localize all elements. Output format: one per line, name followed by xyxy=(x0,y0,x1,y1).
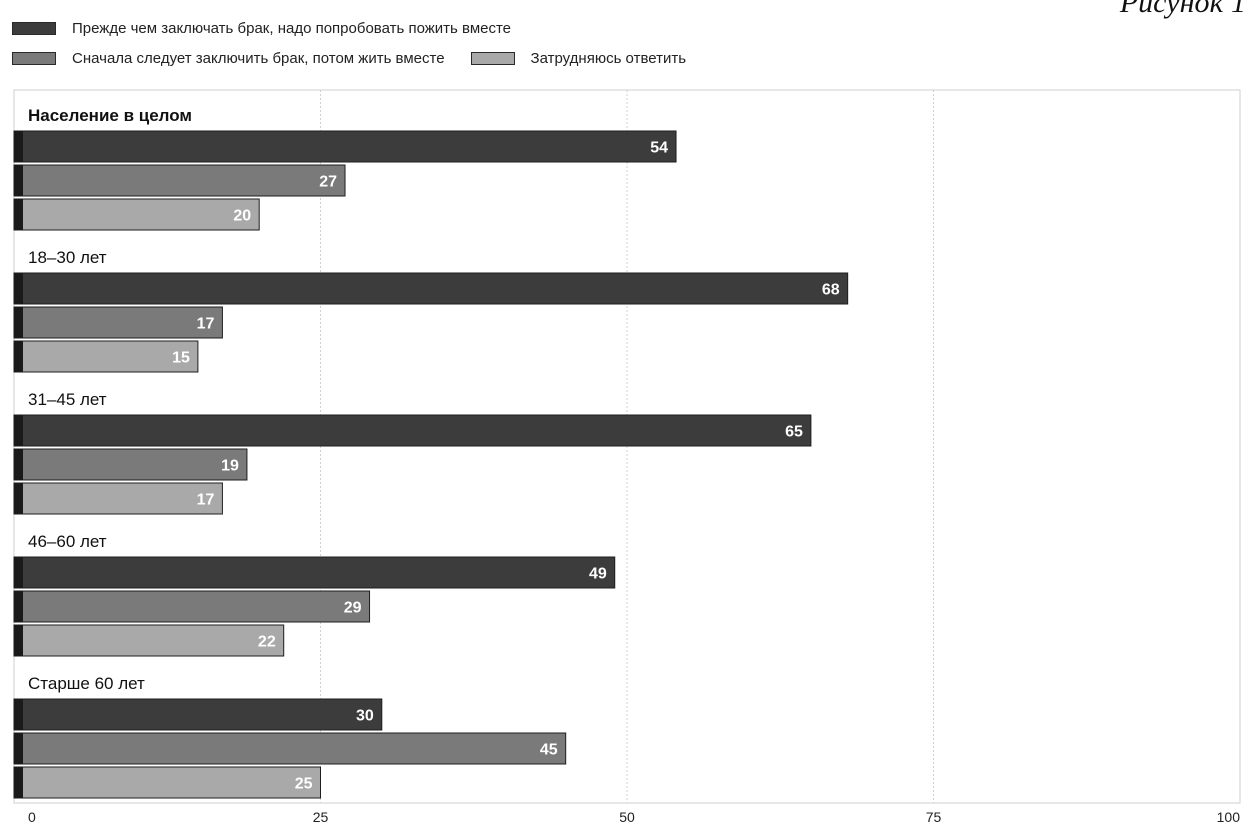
value-label-2-series-2: 17 xyxy=(197,316,215,333)
x-tick-label-50: 50 xyxy=(619,809,635,825)
figure-caption: Рисунок 1 xyxy=(1119,0,1246,19)
category-label-3: 31–45 лет xyxy=(28,390,107,409)
category-label-5: Старше 60 лет xyxy=(28,674,145,693)
value-label-3-series-1: 65 xyxy=(785,424,803,441)
value-label-4-series-1: 49 xyxy=(589,566,607,583)
bar-5-series-2 xyxy=(13,732,567,765)
value-label-4-series-2: 29 xyxy=(344,600,362,617)
legend-label-series-1: Прежде чем заключать брак, надо попробов… xyxy=(72,20,512,37)
value-label-3-series-2: 19 xyxy=(221,458,239,475)
bar-edge-5-series-2 xyxy=(14,733,23,764)
legend-item-series-3: Затрудняюсь ответить xyxy=(470,50,687,67)
bar-edge-1-series-1 xyxy=(14,131,23,162)
legend-swatch-series-1 xyxy=(12,22,56,35)
bar-3-series-1 xyxy=(13,414,812,447)
legend-item-series-2: Сначала следует заключить брак, потом жи… xyxy=(12,50,445,67)
bar-4-series-2 xyxy=(13,590,371,623)
bar-1-series-1 xyxy=(13,130,677,163)
bar-edge-1-series-3 xyxy=(14,199,23,230)
bar-2-series-3 xyxy=(13,340,199,373)
bar-edge-3-series-1 xyxy=(14,415,23,446)
bar-edge-4-series-1 xyxy=(14,557,23,588)
x-tick-label-25: 25 xyxy=(313,809,329,825)
legend-row-2: Сначала следует заключить брак, потом жи… xyxy=(12,50,712,67)
bar-5-series-1 xyxy=(13,698,383,731)
bar-edge-5-series-1 xyxy=(14,699,23,730)
value-label-1-series-1: 54 xyxy=(650,140,668,157)
legend-item-series-1: Прежде чем заключать брак, надо попробов… xyxy=(12,20,511,37)
category-label-1: Население в целом xyxy=(28,106,192,125)
value-label-2-series-3: 15 xyxy=(172,350,190,367)
x-tick-label-75: 75 xyxy=(926,809,942,825)
value-label-1-series-3: 20 xyxy=(233,208,251,225)
bar-3-series-2 xyxy=(13,448,248,481)
bar-1-series-2 xyxy=(13,164,346,197)
bar-3-series-3 xyxy=(13,482,223,515)
legend-swatch-series-2 xyxy=(12,52,56,65)
value-label-2-series-1: 68 xyxy=(822,282,840,299)
value-label-5-series-2: 45 xyxy=(540,742,558,759)
category-label-4: 46–60 лет xyxy=(28,532,107,551)
bar-4-series-3 xyxy=(13,624,285,657)
x-tick-label-0: 0 xyxy=(28,809,36,825)
bar-edge-2-series-1 xyxy=(14,273,23,304)
bar-edge-3-series-2 xyxy=(14,449,23,480)
bar-2-series-2 xyxy=(13,306,223,339)
legend-row-1: Прежде чем заключать брак, надо попробов… xyxy=(12,20,537,37)
bar-edge-2-series-3 xyxy=(14,341,23,372)
legend-label-series-3: Затрудняюсь ответить xyxy=(530,50,687,67)
value-label-1-series-2: 27 xyxy=(319,174,337,191)
category-label-2: 18–30 лет xyxy=(28,248,107,267)
bar-2-series-1 xyxy=(13,272,849,305)
value-label-5-series-1: 30 xyxy=(356,708,374,725)
bar-edge-5-series-3 xyxy=(14,767,23,798)
value-label-3-series-3: 17 xyxy=(197,492,215,509)
bar-edge-1-series-2 xyxy=(14,165,23,196)
bar-4-series-1 xyxy=(13,556,616,589)
bar-edge-3-series-3 xyxy=(14,483,23,514)
bar-edge-4-series-3 xyxy=(14,625,23,656)
legend-label-series-2: Сначала следует заключить брак, потом жи… xyxy=(72,50,445,67)
bar-5-series-3 xyxy=(13,766,321,799)
value-label-5-series-3: 25 xyxy=(295,776,313,793)
bar-1-series-3 xyxy=(13,198,260,231)
legend-swatch-series-3 xyxy=(470,52,515,65)
bar-edge-2-series-2 xyxy=(14,307,23,338)
x-tick-label-100: 100 xyxy=(1217,809,1241,825)
value-label-4-series-3: 22 xyxy=(258,634,276,651)
bar-edge-4-series-2 xyxy=(14,591,23,622)
